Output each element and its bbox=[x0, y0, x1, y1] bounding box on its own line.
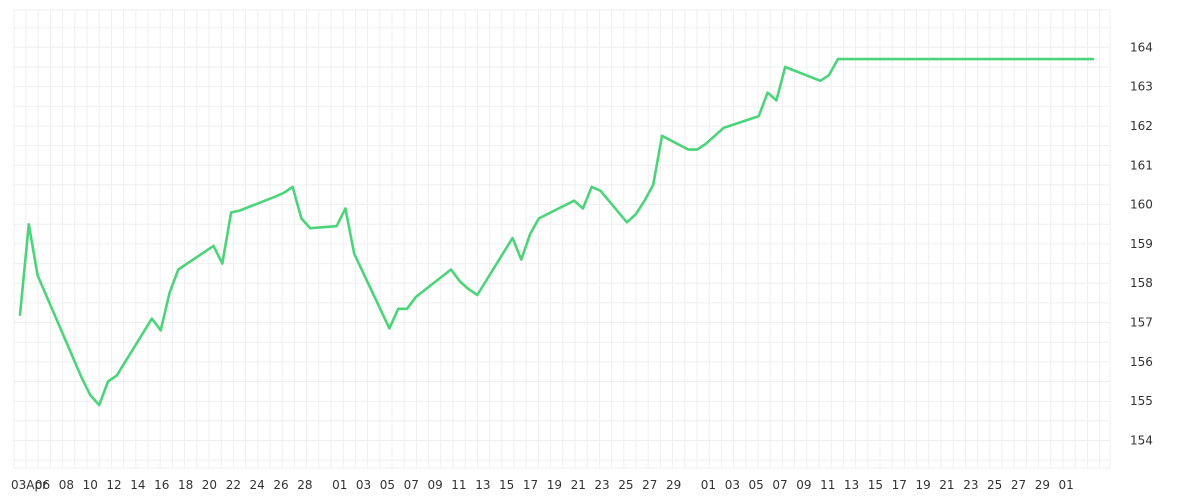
x-tick-label: 28 bbox=[297, 478, 312, 492]
grid-layer bbox=[13, 9, 1111, 469]
x-tick-label: 05 bbox=[380, 478, 395, 492]
x-tick-label: 12 bbox=[106, 478, 121, 492]
x-tick-label: 17 bbox=[523, 478, 538, 492]
x-tick-label: 26 bbox=[273, 478, 288, 492]
x-tick-label: 13 bbox=[844, 478, 859, 492]
x-tick-label: 03 bbox=[356, 478, 371, 492]
x-tick-label: 21 bbox=[571, 478, 586, 492]
y-axis: 154 155 156 157 158 159 160 161 162 163 164 bbox=[1130, 40, 1153, 447]
x-tick-label: 20 bbox=[202, 478, 217, 492]
x-tick-label: 14 bbox=[130, 478, 145, 492]
x-tick-label: 05 bbox=[749, 478, 764, 492]
series-line bbox=[18, 57, 1095, 407]
y-tick-label: 160 bbox=[1130, 198, 1153, 212]
x-tick-label: 27 bbox=[1011, 478, 1026, 492]
x-tick-label: 07 bbox=[404, 478, 419, 492]
x-tick-label: 09 bbox=[428, 478, 443, 492]
x-tick-label: 24 bbox=[250, 478, 265, 492]
x-tick-label: 06 bbox=[35, 478, 50, 492]
x-tick-label: 22 bbox=[226, 478, 241, 492]
y-tick-label: 164 bbox=[1130, 40, 1153, 54]
y-tick-label: 157 bbox=[1130, 316, 1153, 330]
x-tick-label: 01 bbox=[1059, 478, 1074, 492]
x-tick-label: 27 bbox=[642, 478, 657, 492]
x-tick-label: 18 bbox=[178, 478, 193, 492]
x-tick-label: 13 bbox=[475, 478, 490, 492]
x-tick-label: 07 bbox=[772, 478, 787, 492]
x-tick-label: 23 bbox=[594, 478, 609, 492]
x-tick-label: 15 bbox=[868, 478, 883, 492]
y-tick-label: 159 bbox=[1130, 237, 1153, 251]
x-tick-label: 01 bbox=[332, 478, 347, 492]
x-tick-label: 10 bbox=[83, 478, 98, 492]
x-tick-label: 11 bbox=[820, 478, 835, 492]
x-tick-label: 29 bbox=[666, 478, 681, 492]
y-tick-label: 156 bbox=[1130, 355, 1153, 369]
y-tick-label: 155 bbox=[1130, 394, 1153, 408]
series-layer bbox=[18, 57, 1095, 407]
y-tick-label: 161 bbox=[1130, 158, 1153, 172]
x-tick-label: 25 bbox=[618, 478, 633, 492]
x-tick-label: 19 bbox=[547, 478, 562, 492]
x-tick-label: 08 bbox=[59, 478, 74, 492]
y-tick-label: 154 bbox=[1130, 434, 1153, 448]
x-tick-label: 01 bbox=[701, 478, 716, 492]
x-tick-label: 17 bbox=[892, 478, 907, 492]
x-tick-label: 11 bbox=[451, 478, 466, 492]
x-tick-label: 03Apr bbox=[11, 478, 47, 492]
y-tick-label: 163 bbox=[1130, 80, 1153, 94]
x-tick-label: 16 bbox=[154, 478, 169, 492]
x-tick-label: 03 bbox=[725, 478, 740, 492]
plot-area bbox=[13, 9, 1111, 469]
x-tick-label: 15 bbox=[499, 478, 514, 492]
y-tick-label: 158 bbox=[1130, 276, 1153, 290]
x-tick-label: 19 bbox=[916, 478, 931, 492]
x-tick-label: 25 bbox=[987, 478, 1002, 492]
x-tick-label: 23 bbox=[963, 478, 978, 492]
x-tick-label: 09 bbox=[796, 478, 811, 492]
y-tick-label: 162 bbox=[1130, 119, 1153, 133]
x-tick-label: 29 bbox=[1035, 478, 1050, 492]
x-tick-label: 21 bbox=[939, 478, 954, 492]
